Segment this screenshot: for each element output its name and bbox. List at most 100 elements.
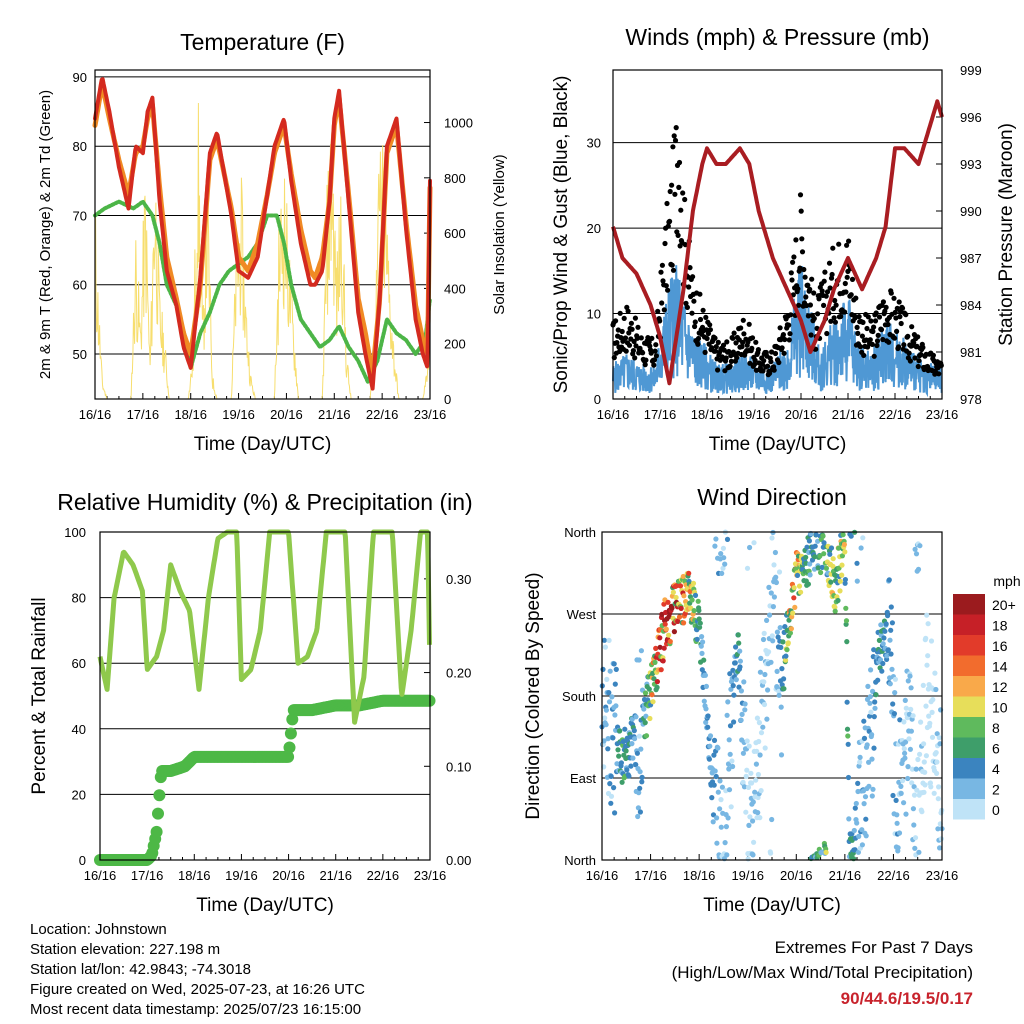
gust-point: [749, 345, 755, 351]
x-tick-label: 18/16: [178, 868, 211, 883]
gust-point: [829, 271, 835, 278]
direction-point: [912, 835, 919, 841]
x-axis-label: Time (Day/UTC): [194, 434, 332, 455]
colorbar-swatch: [953, 737, 985, 758]
direction-point: [720, 545, 727, 551]
direction-point: [661, 601, 667, 607]
direction-point: [859, 827, 865, 833]
direction-point: [865, 683, 871, 690]
station-info: Location: Johnstown Station elevation: 2…: [30, 920, 365, 1020]
direction-point: [689, 597, 695, 603]
gust-point: [767, 370, 773, 376]
gust-point: [727, 363, 733, 369]
gust-point: [723, 355, 729, 361]
gust-point: [821, 278, 827, 284]
direction-point: [750, 799, 756, 805]
direction-point: [807, 572, 813, 578]
direction-point: [774, 668, 780, 675]
direction-point: [742, 701, 748, 707]
direction-point: [677, 583, 684, 589]
y2-tick-label: 996: [960, 110, 982, 125]
gust-point: [791, 254, 797, 260]
y2-tick-label: 600: [444, 226, 466, 241]
y2-tick-label: 981: [960, 345, 982, 360]
direction-point: [650, 699, 656, 705]
y-tick-label: North: [564, 853, 596, 868]
direction-point: [875, 677, 881, 683]
gust-point: [861, 352, 867, 358]
gust-point: [709, 345, 715, 351]
direction-point: [703, 683, 710, 690]
gust-point: [662, 240, 668, 247]
direction-point: [757, 669, 764, 675]
direction-point: [921, 759, 927, 765]
direction-point: [873, 692, 879, 698]
direction-point: [657, 635, 663, 641]
direction-point: [635, 805, 642, 811]
direction-point: [769, 816, 775, 823]
colorbar-swatch: [953, 717, 985, 738]
y-tick-label: 10: [587, 307, 601, 322]
y-tick-label: 70: [73, 208, 87, 223]
direction-point: [711, 752, 717, 758]
gust-point: [675, 232, 681, 238]
gust-point: [765, 363, 771, 369]
colorbar-swatch: [953, 676, 985, 697]
direction-point: [719, 784, 726, 790]
direction-point: [866, 783, 872, 789]
gust-point: [771, 367, 777, 373]
direction-point: [696, 616, 702, 622]
colorbar-label: 18: [992, 618, 1008, 634]
colorbar-swatch: [953, 614, 985, 635]
direction-point: [754, 748, 760, 754]
gust-point: [747, 360, 753, 366]
direction-point: [743, 809, 749, 815]
direction-point: [928, 638, 935, 644]
direction-point: [636, 657, 642, 663]
precip-point: [284, 727, 297, 740]
x-tick-label: 23/16: [414, 407, 447, 422]
gust-point: [938, 362, 944, 369]
gust-point: [651, 362, 657, 368]
gust-point: [715, 367, 721, 373]
y2-tick-label: 0.30: [446, 572, 471, 587]
gust-point: [652, 348, 658, 354]
direction-point: [776, 569, 783, 575]
gust-point: [905, 333, 911, 339]
x-tick-label: 20/16: [785, 407, 818, 422]
gust-point: [740, 339, 746, 346]
direction-point: [932, 670, 938, 676]
colorbar-label: 12: [992, 679, 1008, 695]
gust-point: [731, 330, 737, 336]
direction-point: [907, 673, 913, 679]
colorbar-label: 14: [992, 659, 1008, 675]
gust-point: [807, 302, 814, 308]
direction-point: [821, 540, 827, 546]
direction-point: [779, 666, 785, 672]
direction-point: [771, 594, 778, 600]
direction-point: [733, 677, 739, 683]
direction-point: [619, 779, 625, 785]
gust-point: [809, 276, 815, 282]
direction-point: [862, 794, 869, 800]
direction-point: [726, 737, 732, 743]
direction-point: [725, 761, 732, 767]
direction-point: [747, 814, 753, 820]
direction-point: [928, 784, 934, 790]
direction-point: [634, 750, 641, 756]
gust-point: [805, 313, 812, 319]
direction-point: [895, 845, 901, 851]
x-axis-label: Time (Day/UTC): [709, 434, 847, 455]
x-tick-label: 18/16: [174, 407, 207, 422]
direction-point: [907, 746, 914, 752]
direction-point: [676, 614, 683, 620]
direction-point: [876, 637, 883, 644]
gust-point: [672, 191, 678, 197]
plot-frame: [99, 531, 431, 861]
direction-point: [642, 690, 649, 696]
gust-point: [684, 304, 691, 310]
direction-point: [698, 643, 704, 649]
gust-point: [901, 342, 907, 348]
direction-point: [652, 659, 658, 666]
gust-point: [781, 350, 787, 356]
